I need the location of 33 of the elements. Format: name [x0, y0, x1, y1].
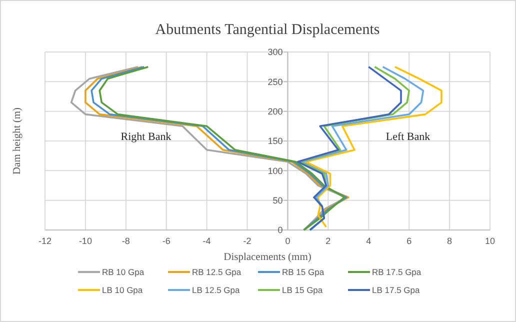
- legend-label: RB 10 Gpa: [102, 266, 144, 277]
- y-tick-label: 200: [268, 106, 283, 116]
- x-tick-label: 10: [484, 236, 496, 246]
- x-tick-label: -10: [78, 236, 92, 246]
- y-tick-label: 50: [272, 195, 283, 206]
- legend-label: LB 12.5 Gpa: [192, 284, 240, 295]
- x-tick-label: -2: [243, 236, 252, 246]
- y-tick-label: 150: [268, 136, 283, 146]
- x-tick-label: 6: [406, 236, 412, 246]
- legend-label: RB 12.5 Gpa: [192, 266, 242, 277]
- x-tick-label: 8: [447, 236, 452, 246]
- legend-label: RB 17.5 Gpa: [372, 266, 422, 277]
- x-tick-label: 2: [326, 236, 331, 246]
- y-axis-title: Dam height (m): [12, 106, 23, 175]
- x-tick-label: -12: [38, 236, 52, 246]
- y-tick-label: 100: [268, 166, 283, 176]
- x-tick-label: 4: [366, 236, 372, 246]
- legend-label: RB 15 Gpa: [282, 266, 324, 277]
- x-tick-label: -4: [202, 236, 211, 246]
- annotation: Right Bank: [120, 130, 172, 143]
- y-tick-label: 300: [268, 47, 283, 58]
- legend-label: LB 10 Gpa: [102, 284, 143, 295]
- legend-label: LB 15 Gpa: [282, 284, 323, 295]
- line-series: [305, 66, 442, 228]
- y-tick-label: 250: [268, 76, 283, 87]
- x-axis-title: Displacements (mm): [224, 252, 312, 263]
- y-tick-label: 0: [278, 225, 283, 236]
- x-tick-label: -6: [162, 236, 170, 246]
- x-tick-label: -8: [122, 236, 130, 246]
- x-tick-label: 0: [285, 236, 290, 246]
- annotation: Left Bank: [386, 130, 431, 143]
- chart-title: Abutments Tangential Displacements: [155, 22, 380, 38]
- legend-label: LB 17.5 Gpa: [372, 284, 420, 295]
